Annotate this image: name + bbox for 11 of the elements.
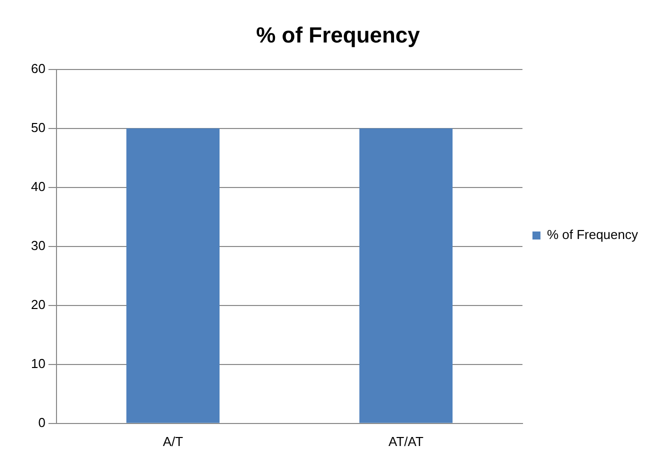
x-tick-label: AT/AT (388, 434, 424, 449)
y-tick-label: 30 (30, 238, 46, 253)
y-tick-label: 0 (38, 414, 46, 430)
y-tick-label: 60 (30, 60, 46, 76)
legend-label: % of Frequency (546, 227, 638, 242)
chart-title: % of Frequency (256, 22, 421, 48)
y-tick-label: 20 (30, 296, 46, 312)
x-tick-label: A/T (162, 434, 184, 449)
y-tick-label: 10 (30, 356, 46, 371)
y-tick-label: 40 (30, 178, 46, 194)
y-tick-label: 50 (30, 120, 46, 135)
